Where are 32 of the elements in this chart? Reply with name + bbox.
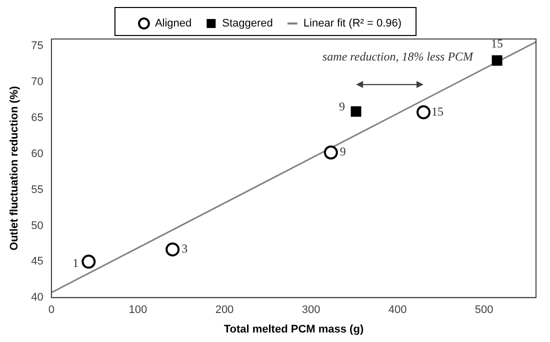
annotation: 15 [491, 36, 504, 51]
point [492, 55, 502, 66]
point [324, 145, 338, 160]
x-axis-title: Total melted PCM mass (g) [224, 323, 364, 336]
x-tick-label: 400 [388, 304, 407, 316]
annotation: 15 [432, 104, 444, 118]
point [350, 106, 362, 117]
x-tick-label: 300 [302, 304, 320, 316]
x-tick-label: 100 [128, 304, 148, 316]
annotation: 9 [339, 100, 346, 114]
y-axis-title: Outlet fluctuation reduction (%) [8, 86, 21, 250]
legend-label: Staggered [222, 18, 273, 30]
legend-label: Linear fit (R² = 0.96) [303, 18, 402, 30]
annotation: 3 [182, 242, 188, 256]
x-tick-label: 500 [474, 304, 494, 316]
y-tick-label: 40 [31, 292, 44, 304]
x-tick-label: 200 [215, 304, 234, 316]
y-tick-label: 75 [31, 40, 44, 52]
annotation: same reduction, 18% less PCM [322, 50, 474, 64]
annotation: 1 [72, 256, 79, 270]
y-tick-label: 70 [31, 76, 44, 88]
y-tick-label: 50 [31, 220, 44, 232]
y-tick-label: 55 [31, 184, 44, 196]
x-tick-label: 0 [48, 304, 54, 316]
y-tick-label: 60 [31, 148, 44, 160]
y-tick-label: 65 [31, 112, 44, 124]
legend-label: Aligned [154, 18, 192, 30]
y-tick-label: 45 [31, 256, 44, 268]
point [166, 242, 180, 256]
point [416, 105, 431, 120]
point [82, 254, 96, 269]
annotation: 9 [340, 144, 346, 159]
